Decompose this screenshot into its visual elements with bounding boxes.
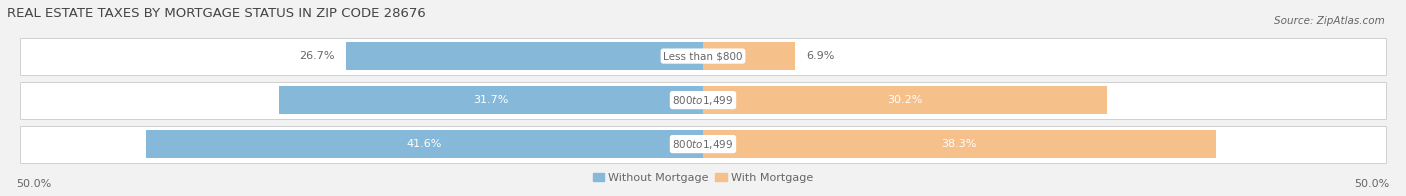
Text: 6.9%: 6.9% [806,51,834,61]
Text: REAL ESTATE TAXES BY MORTGAGE STATUS IN ZIP CODE 28676: REAL ESTATE TAXES BY MORTGAGE STATUS IN … [7,7,426,20]
Text: 41.6%: 41.6% [406,139,443,149]
Bar [20,126,1386,162]
Text: $800 to $1,499: $800 to $1,499 [672,138,734,151]
Legend: Without Mortgage, With Mortgage: Without Mortgage, With Mortgage [588,168,818,187]
Bar [146,131,703,158]
Text: 31.7%: 31.7% [474,95,509,105]
Text: 26.7%: 26.7% [299,51,335,61]
Bar [278,86,703,114]
Bar [346,43,703,70]
Text: Source: ZipAtlas.com: Source: ZipAtlas.com [1274,16,1385,26]
Bar [20,38,1386,74]
Text: 38.3%: 38.3% [942,139,977,149]
Bar [703,43,796,70]
Bar [703,86,1108,114]
Bar [20,82,1386,119]
Text: 30.2%: 30.2% [887,95,922,105]
Bar [703,131,1216,158]
Text: $800 to $1,499: $800 to $1,499 [672,93,734,107]
Text: Less than $800: Less than $800 [664,51,742,61]
